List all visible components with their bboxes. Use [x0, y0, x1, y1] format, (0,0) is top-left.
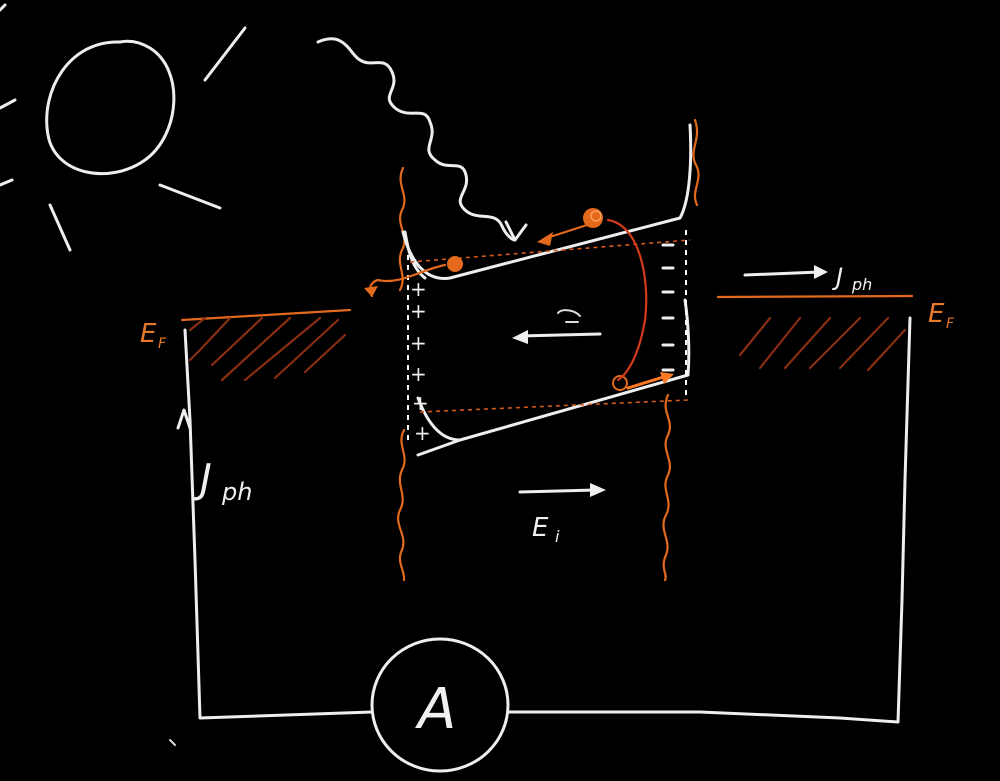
fermi-level-right-label: E: [928, 299, 945, 329]
plus-sign: +: [412, 391, 429, 415]
left-metal: [180, 308, 352, 382]
valence-band: [416, 298, 691, 442]
internal-current-arrow: [512, 309, 602, 344]
fermi-dash-bottom: [419, 399, 689, 413]
photon-wave: [316, 37, 517, 242]
photon-arrowhead: [504, 220, 528, 242]
positive-charges: + + + + + +: [410, 277, 431, 445]
field-label: E: [532, 513, 549, 543]
right-metal: [716, 294, 914, 372]
conduction-band: [401, 123, 693, 280]
fermi-level-left-label: E: [140, 319, 157, 349]
fermi-dash-top: [409, 239, 691, 263]
right-interface-orange: [662, 118, 700, 582]
conduction-band-left-edge: [403, 230, 427, 280]
plus-sign: +: [410, 299, 427, 323]
carriers: [364, 208, 674, 391]
circuit-left-wire: [183, 328, 374, 720]
left-current-arrow: [176, 408, 192, 430]
sun-icon: [0, 3, 247, 252]
jph-left-label: J: [193, 456, 212, 502]
jph-left-sub: ph: [221, 478, 252, 506]
left-interface-orange: [397, 166, 406, 582]
fermi-level-left-sub: F: [158, 336, 167, 352]
valence-band-left-tail: [416, 438, 462, 457]
plus-sign: +: [410, 331, 427, 355]
jph-top-label: J: [832, 263, 843, 291]
field-sub: i: [555, 527, 560, 546]
plus-sign: +: [414, 421, 431, 445]
ammeter-circle: A: [370, 637, 510, 773]
jph-top-sub: ph: [851, 275, 872, 294]
jph-top-arrow: [743, 270, 822, 277]
circuit-right-wire: [506, 316, 912, 724]
recombination-path: [606, 218, 648, 382]
plus-sign: +: [410, 362, 427, 386]
field-arrow: [518, 488, 598, 494]
fermi-level-right-sub: F: [946, 316, 955, 332]
negative-charges: [661, 243, 675, 372]
plus-sign: +: [410, 277, 427, 301]
chalk-mark: [169, 739, 176, 746]
ammeter-label: A: [415, 677, 456, 742]
